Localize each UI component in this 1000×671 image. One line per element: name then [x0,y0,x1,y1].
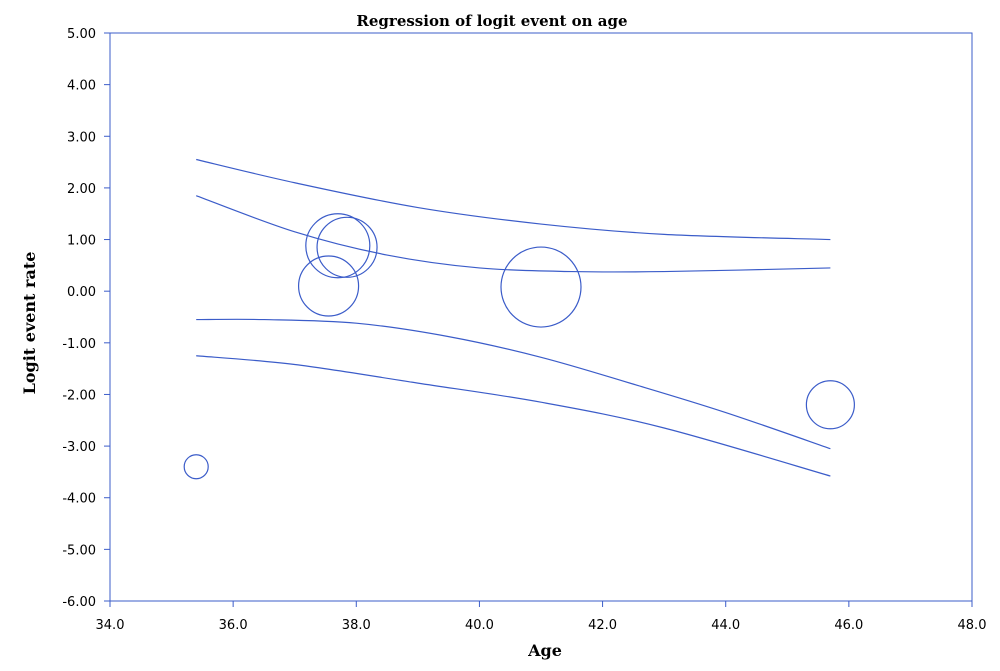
data-point-bubble [500,246,582,328]
y-tick-label: -4.00 [62,492,96,507]
data-points [183,213,855,480]
y-tick-label: 2.00 [67,182,96,197]
x-tick-label: 36.0 [219,618,248,633]
y-tick-label: 3.00 [67,130,96,145]
x-axis-label: Age [527,641,562,660]
y-tick-label: -6.00 [62,595,96,610]
y-tick-label: -2.00 [62,388,96,403]
y-tick-label: 5.00 [67,27,96,42]
data-point-bubble [316,216,378,278]
x-tick-label: 42.0 [588,618,617,633]
y-tick-label: 0.00 [67,285,96,300]
x-tick-label: 40.0 [465,618,494,633]
x-tick-label: 48.0 [958,618,987,633]
y-tick-label: 1.00 [67,234,96,249]
y-axis-label: Logit event rate [20,252,39,395]
confidence-band-line [196,355,831,477]
y-axis: 5.00 4.00 3.00 2.00 1.00 0.00 -1.00 -2.00 -3.00 -… [62,27,110,610]
confidence-band-line [196,318,831,450]
confidence-bands [195,158,831,477]
chart-title: Regression of logit event on age [356,12,627,30]
x-tick-label: 46.0 [834,618,863,633]
data-point-bubble [805,380,855,430]
x-axis: 34.0 36.0 38.0 40.0 42.0 44.0 46.0 48.0 [96,601,987,633]
x-tick-label: 34.0 [96,618,125,633]
confidence-band-line [196,158,831,241]
confidence-band-line [195,195,831,273]
y-tick-label: 4.00 [67,79,96,94]
data-point-bubble [183,454,209,480]
y-tick-label: -1.00 [62,337,96,352]
y-tick-label: -3.00 [62,440,96,455]
x-tick-label: 38.0 [342,618,371,633]
y-tick-label: -5.00 [62,543,96,558]
plot-area [109,32,973,602]
data-point-bubble [305,213,371,279]
x-tick-label: 44.0 [711,618,740,633]
data-point-bubble [297,255,360,317]
